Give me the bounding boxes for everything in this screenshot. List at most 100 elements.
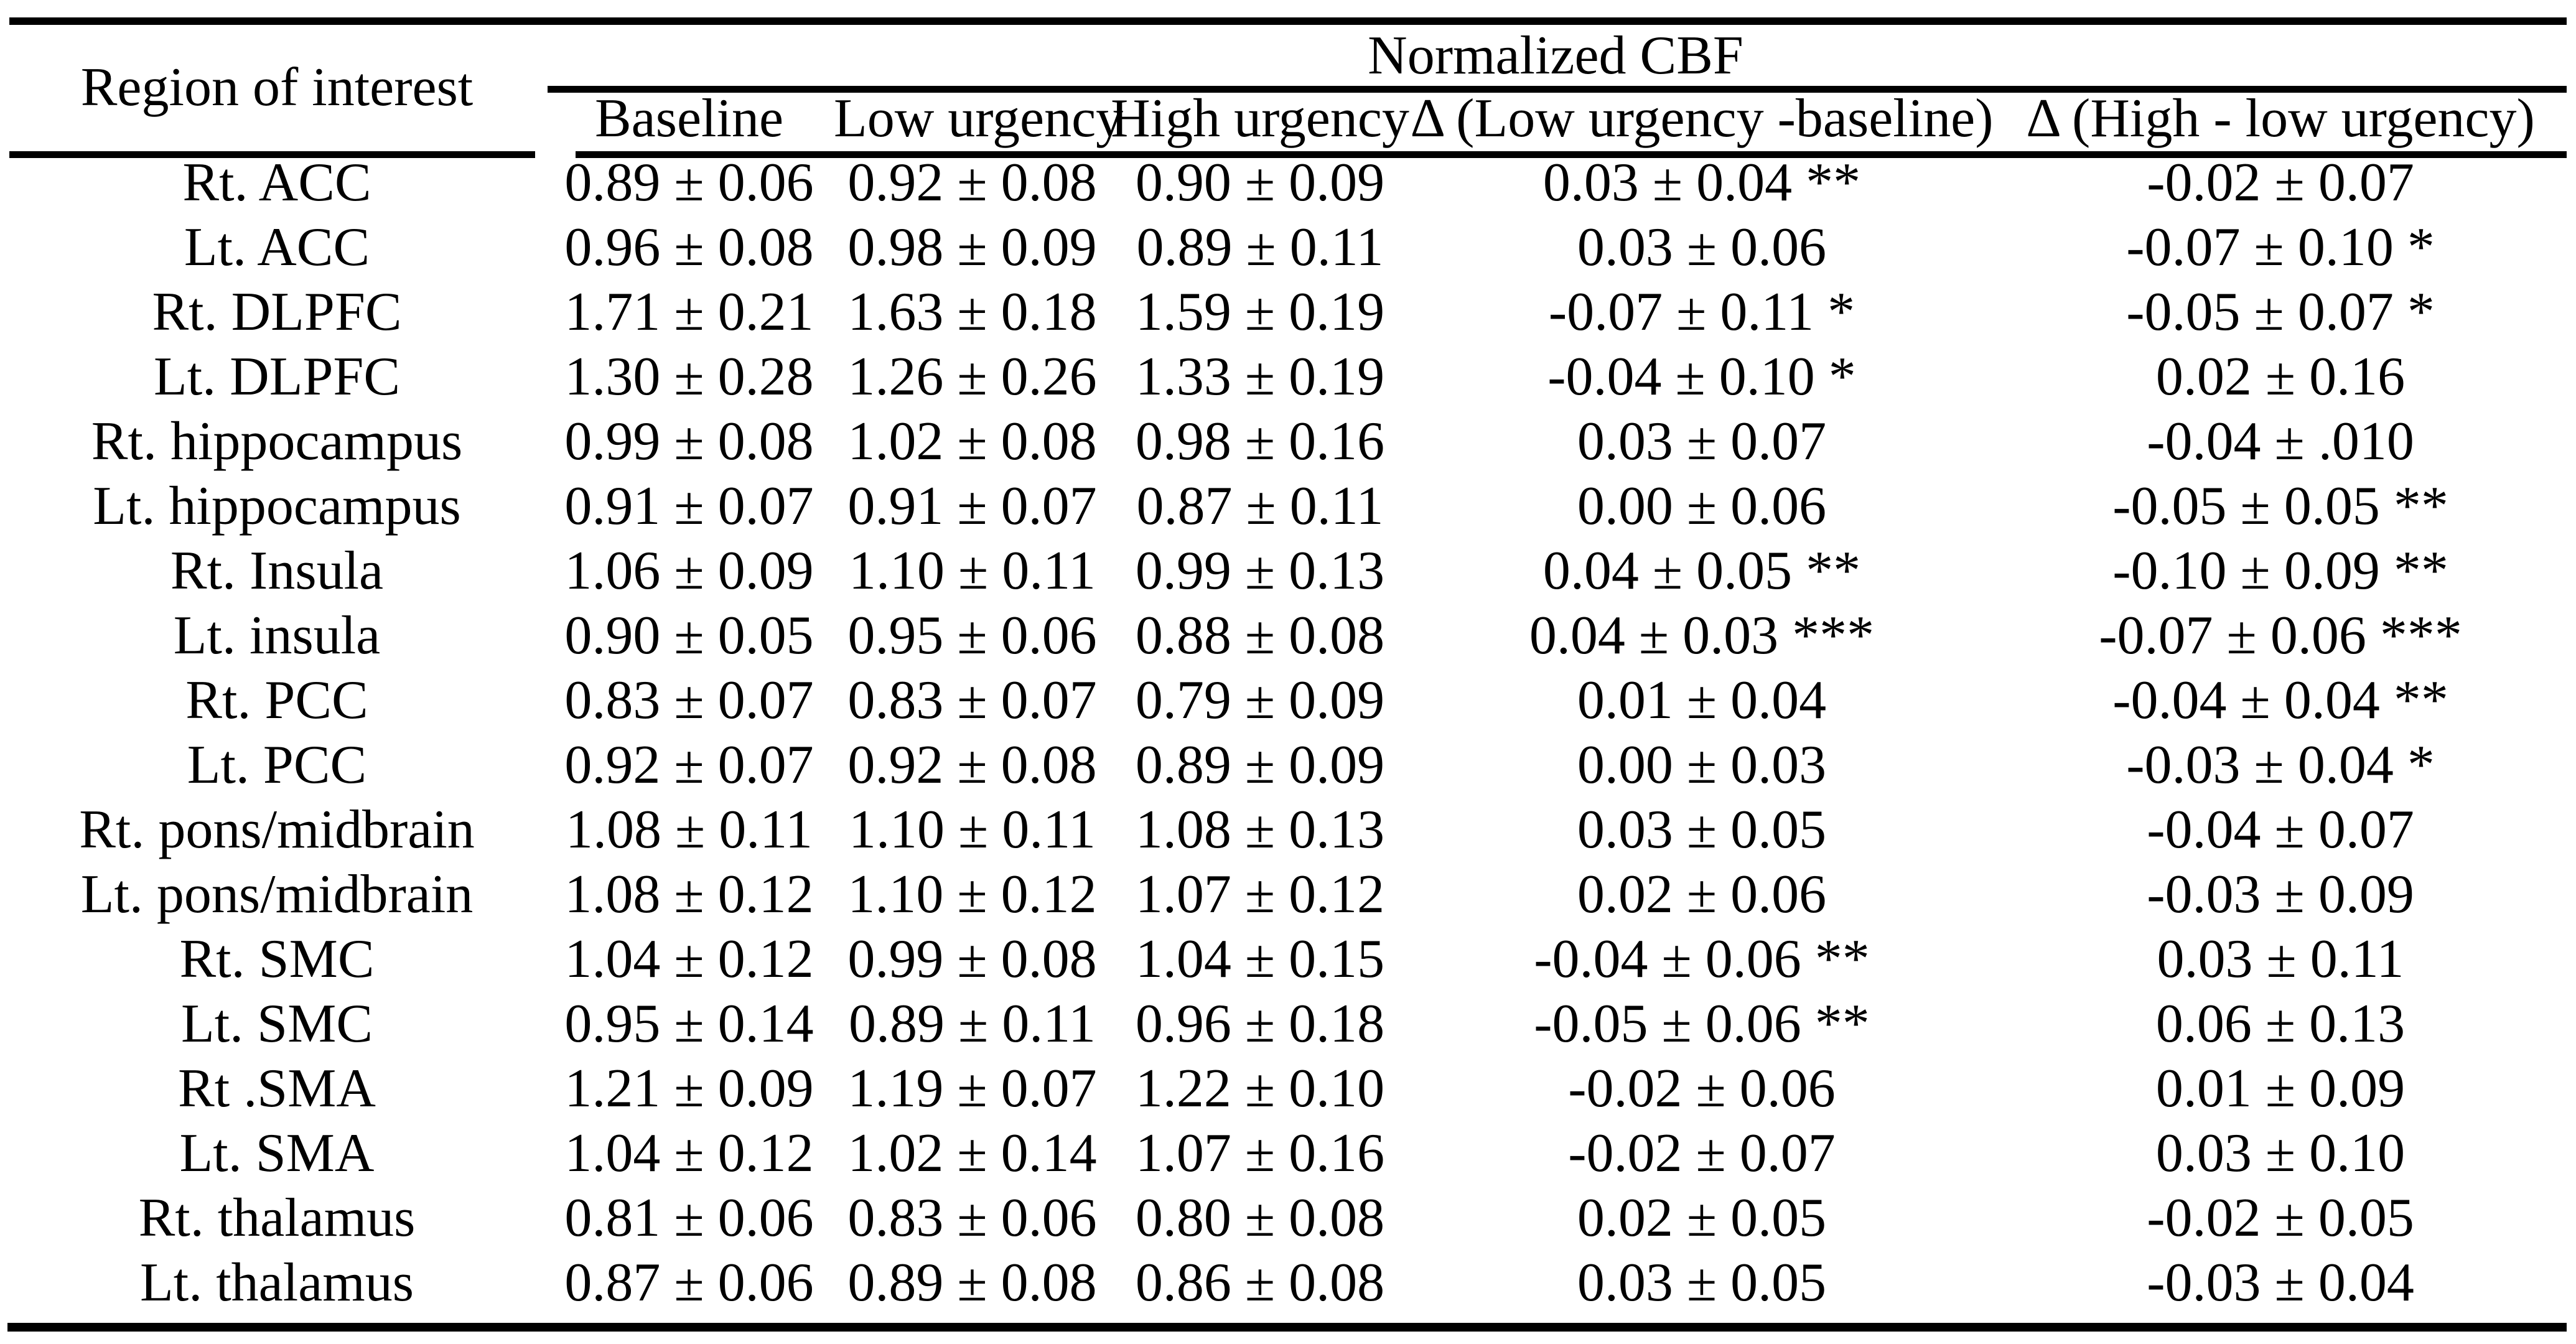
table-row: Rt. thalamus 0.81 ± 0.06 0.83 ± 0.06 0.8… [9,1186,2567,1251]
low-urgency-cell: 0.83 ± 0.07 [847,670,1097,730]
baseline-cell: 0.92 ± 0.07 [564,735,814,795]
baseline-cell: 1.08 ± 0.11 [565,800,813,860]
region-cell: Lt. ACC [184,217,370,278]
delta-low-baseline-cell: 0.01 ± 0.04 [1577,670,1827,730]
region-cell: Lt. thalamus [140,1253,414,1313]
delta-low-baseline-cell: -0.04 ± 0.10 * [1547,347,1856,407]
high-urgency-cell: 0.96 ± 0.18 [1135,994,1385,1054]
low-urgency-cell: 1.26 ± 0.26 [847,347,1097,407]
low-urgency-cell: 1.02 ± 0.08 [847,411,1097,472]
high-urgency-cell: 1.07 ± 0.12 [1135,864,1385,925]
low-urgency-cell: 0.89 ± 0.08 [847,1253,1097,1313]
delta-high-low-cell: -0.05 ± 0.05 ** [2112,476,2448,536]
table-row: Lt. SMA 1.04 ± 0.12 1.02 ± 0.14 1.07 ± 0… [9,1121,2567,1186]
baseline-cell: 1.71 ± 0.21 [564,282,814,342]
low-urgency-cell: 1.63 ± 0.18 [847,282,1097,342]
baseline-cell: 1.21 ± 0.09 [564,1058,814,1119]
high-urgency-cell: 1.22 ± 0.10 [1135,1058,1385,1119]
low-urgency-cell: 0.91 ± 0.07 [847,476,1097,536]
delta-high-low-cell: 0.03 ± 0.11 [2157,929,2404,989]
table-row: Rt. pons/midbrain 1.08 ± 0.11 1.10 ± 0.1… [9,798,2567,862]
baseline-cell: 1.06 ± 0.09 [564,541,814,601]
header-rule-left [9,151,535,158]
baseline-cell: 0.87 ± 0.06 [564,1253,814,1313]
region-cell: Rt .SMA [178,1058,376,1119]
delta-high-low-cell: -0.04 ± 0.04 ** [2112,670,2448,730]
high-urgency-cell: 0.87 ± 0.11 [1136,476,1384,536]
delta-high-low-cell: -0.04 ± 0.07 [2147,800,2414,860]
delta-low-baseline-cell: 0.02 ± 0.06 [1577,864,1827,925]
delta-high-low-cell: -0.02 ± 0.05 [2147,1188,2414,1248]
delta-low-baseline-cell: 0.00 ± 0.03 [1577,735,1827,795]
delta-low-baseline-cell: -0.05 ± 0.06 ** [1534,994,1870,1054]
delta-high-low-cell: -0.07 ± 0.10 * [2126,217,2435,278]
high-urgency-cell: 0.89 ± 0.11 [1136,217,1384,278]
high-urgency-cell: 0.98 ± 0.16 [1135,411,1385,472]
low-urgency-cell: 0.89 ± 0.11 [848,994,1096,1054]
low-urgency-cell: 1.10 ± 0.12 [847,864,1097,925]
table-body: Rt. ACC 0.89 ± 0.06 0.92 ± 0.08 0.90 ± 0… [9,151,2567,1315]
table-row: Rt. DLPFC 1.71 ± 0.21 1.63 ± 0.18 1.59 ±… [9,280,2567,345]
column-header-row: Baseline Low urgency High urgency Δ (Low… [9,87,2567,151]
delta-low-baseline-cell: 0.03 ± 0.07 [1577,411,1827,472]
delta-low-baseline-cell: -0.02 ± 0.07 [1568,1123,1836,1183]
high-urgency-cell: 1.04 ± 0.15 [1135,929,1385,989]
column-header-delta-high-low: Δ (High - low urgency) [2026,88,2535,149]
table-row: Lt. ACC 0.96 ± 0.08 0.98 ± 0.09 0.89 ± 0… [9,215,2567,280]
table-row: Rt. SMC 1.04 ± 0.12 0.99 ± 0.08 1.04 ± 0… [9,927,2567,992]
high-urgency-cell: 0.99 ± 0.13 [1135,541,1385,601]
delta-high-low-cell: -0.03 ± 0.04 [2147,1253,2414,1313]
low-urgency-cell: 1.19 ± 0.07 [847,1058,1097,1119]
low-urgency-cell: 1.02 ± 0.14 [847,1123,1097,1183]
delta-low-baseline-cell: 0.03 ± 0.04 ** [1542,152,1861,213]
delta-high-low-cell: -0.03 ± 0.09 [2147,864,2414,925]
delta-high-low-cell: -0.04 ± .010 [2147,411,2414,472]
baseline-cell: 0.96 ± 0.08 [564,217,814,278]
baseline-cell: 0.95 ± 0.14 [564,994,814,1054]
table-row: Rt. hippocampus 0.99 ± 0.08 1.02 ± 0.08 … [9,409,2567,474]
high-urgency-cell: 1.08 ± 0.13 [1135,800,1385,860]
table-row: Lt. thalamus 0.87 ± 0.06 0.89 ± 0.08 0.8… [9,1251,2567,1315]
column-header-low-urgency: Low urgency [834,88,1124,149]
region-cell: Rt. Insula [170,541,384,601]
low-urgency-cell: 1.10 ± 0.11 [848,541,1096,601]
baseline-cell: 1.04 ± 0.12 [564,1123,814,1183]
table-top-rule [9,17,2567,25]
delta-low-baseline-cell: 0.03 ± 0.05 [1577,800,1827,860]
high-urgency-cell: 0.80 ± 0.08 [1135,1188,1385,1248]
high-urgency-cell: 0.90 ± 0.09 [1135,152,1385,213]
header-rule-right [576,151,2567,158]
delta-low-baseline-cell: 0.04 ± 0.05 ** [1542,541,1861,601]
baseline-cell: 1.30 ± 0.28 [564,347,814,407]
baseline-cell: 1.08 ± 0.12 [564,864,814,925]
delta-high-low-cell: 0.01 ± 0.09 [2155,1058,2406,1119]
delta-high-low-cell: -0.10 ± 0.09 ** [2112,541,2448,601]
delta-low-baseline-cell: -0.02 ± 0.06 [1568,1058,1836,1119]
region-cell: Rt. pons/midbrain [79,800,475,860]
region-cell: Rt. SMC [179,929,375,989]
table-row: Lt. SMC 0.95 ± 0.14 0.89 ± 0.11 0.96 ± 0… [9,992,2567,1057]
delta-low-baseline-cell: -0.04 ± 0.06 ** [1534,929,1870,989]
delta-high-low-cell: -0.02 ± 0.07 [2147,152,2414,213]
table-row: Lt. PCC 0.92 ± 0.07 0.92 ± 0.08 0.89 ± 0… [9,733,2567,798]
baseline-cell: 0.89 ± 0.06 [564,152,814,213]
column-header-region-of-interest: Region of interest [80,57,474,118]
baseline-cell: 0.83 ± 0.07 [564,670,814,730]
table-row: Lt. insula 0.90 ± 0.05 0.95 ± 0.06 0.88 … [9,604,2567,668]
region-cell: Rt. PCC [185,670,368,730]
delta-low-baseline-cell: -0.07 ± 0.11 * [1548,282,1855,342]
delta-high-low-cell: 0.03 ± 0.10 [2155,1123,2406,1183]
delta-low-baseline-cell: 0.03 ± 0.06 [1577,217,1827,278]
table-row: Lt. pons/midbrain 1.08 ± 0.12 1.10 ± 0.1… [9,862,2567,927]
normalized-cbf-table: Region of interest Normalized CBF Baseli… [9,25,2567,1315]
delta-high-low-cell: 0.06 ± 0.13 [2155,994,2406,1054]
table-row: Rt .SMA 1.21 ± 0.09 1.19 ± 0.07 1.22 ± 0… [9,1057,2567,1121]
baseline-cell: 0.90 ± 0.05 [564,605,814,666]
low-urgency-cell: 0.83 ± 0.06 [847,1188,1097,1248]
delta-low-baseline-cell: 0.03 ± 0.05 [1577,1253,1827,1313]
table-row: Lt. DLPFC 1.30 ± 0.28 1.26 ± 0.26 1.33 ±… [9,345,2567,409]
delta-low-baseline-cell: 0.02 ± 0.05 [1577,1188,1827,1248]
table-bottom-rule [7,1323,2567,1332]
baseline-cell: 1.04 ± 0.12 [564,929,814,989]
